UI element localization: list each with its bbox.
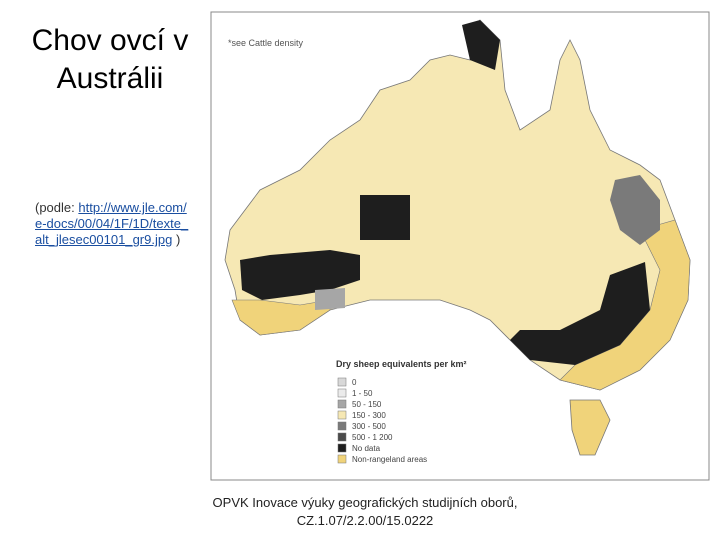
- east-grey: [610, 175, 660, 245]
- south-light: [315, 288, 345, 310]
- footer: OPVK Inovace výuky geografických studijn…: [170, 494, 560, 530]
- legend-swatch: [337, 432, 347, 442]
- tasmania: [569, 399, 611, 456]
- map-frame: [210, 11, 710, 481]
- legend-label: 500 - 1 200: [352, 433, 393, 442]
- south-west-dense: [240, 250, 360, 300]
- legend-swatch: [337, 421, 347, 431]
- legend-label: No data: [352, 444, 381, 453]
- legend-swatch: [337, 454, 347, 464]
- legend-swatch: [337, 399, 347, 409]
- legend-swatch: [337, 377, 347, 387]
- footer-line: OPVK Inovace výuky geografických studijn…: [212, 495, 518, 510]
- central-dense: [360, 195, 410, 240]
- legend: 0 1 - 50 50 - 150 150 - 300 300 - 500 500 - 1…: [337, 377, 427, 464]
- legend-label: 300 - 500: [352, 422, 386, 431]
- source-link[interactable]: http://www.jle.com/e-docs/00/04/1F/1D/te…: [35, 200, 189, 247]
- source-note: (podle: http://www.jle.com/e-docs/00/04/…: [35, 200, 193, 248]
- source-prefix: (podle:: [35, 200, 75, 215]
- legend-label: 150 - 300: [352, 411, 386, 420]
- south-east-dense: [510, 262, 650, 365]
- south-west-rangeland: [231, 299, 331, 336]
- slide-title: Chov ovcí v Austrálii: [31, 24, 189, 95]
- legend-label: 50 - 150: [352, 400, 382, 409]
- source-suffix: ): [175, 232, 181, 247]
- legend-swatch: [337, 410, 347, 420]
- legend-title: Dry sheep equivalents per km²: [336, 359, 467, 369]
- legend-swatch: [337, 443, 347, 453]
- legend-label: 1 - 50: [352, 389, 373, 398]
- cape-york-dense: [462, 20, 500, 70]
- south-east-rangeland: [559, 219, 691, 391]
- map-note: *see Cattle density: [228, 38, 304, 48]
- legend-swatch: [337, 388, 347, 398]
- mainland: [224, 19, 691, 391]
- footer-line: CZ.1.07/2.2.00/15.0222: [296, 513, 434, 528]
- legend-label: Non-rangeland areas: [352, 455, 427, 464]
- legend-label: 0: [352, 378, 357, 387]
